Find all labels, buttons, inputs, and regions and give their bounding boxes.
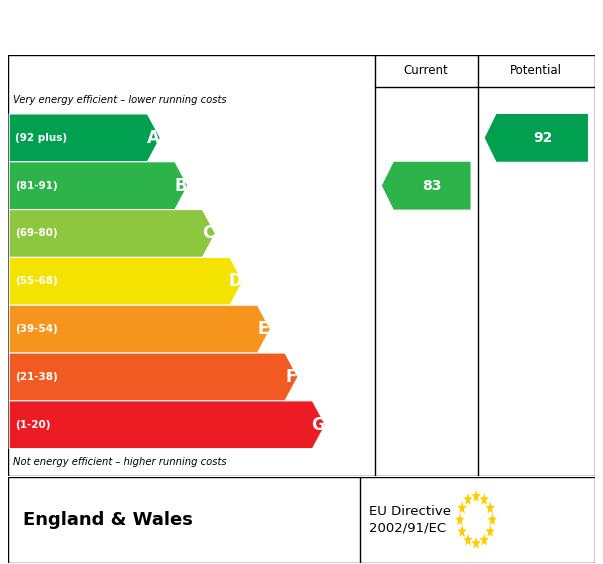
Text: Not energy efficient – higher running costs: Not energy efficient – higher running co…	[13, 457, 226, 468]
Text: Energy Efficiency Rating: Energy Efficiency Rating	[15, 15, 341, 39]
Polygon shape	[9, 353, 298, 401]
Polygon shape	[458, 501, 467, 514]
Text: Very energy efficient – lower running costs: Very energy efficient – lower running co…	[13, 95, 226, 105]
Polygon shape	[382, 162, 470, 210]
Polygon shape	[488, 513, 497, 526]
Text: Current: Current	[404, 64, 449, 77]
Text: (1-20): (1-20)	[15, 420, 51, 430]
Text: (69-80): (69-80)	[15, 228, 58, 239]
Polygon shape	[464, 493, 473, 505]
Polygon shape	[480, 493, 489, 505]
Text: England & Wales: England & Wales	[23, 511, 192, 529]
Polygon shape	[472, 490, 481, 502]
Text: (81-91): (81-91)	[15, 180, 58, 191]
Polygon shape	[458, 525, 467, 537]
Text: (55-68): (55-68)	[15, 276, 58, 287]
Text: G: G	[311, 416, 325, 434]
Polygon shape	[9, 162, 188, 210]
Polygon shape	[9, 401, 326, 448]
Polygon shape	[485, 501, 494, 514]
Polygon shape	[9, 305, 270, 353]
Text: EU Directive
2002/91/EC: EU Directive 2002/91/EC	[369, 505, 451, 535]
Polygon shape	[455, 513, 464, 526]
Polygon shape	[464, 534, 473, 546]
Text: E: E	[257, 320, 269, 338]
Polygon shape	[472, 536, 481, 549]
Text: (21-38): (21-38)	[15, 372, 58, 382]
Text: (92 plus): (92 plus)	[15, 133, 67, 143]
Text: D: D	[229, 272, 242, 290]
Text: Potential: Potential	[510, 64, 563, 77]
Text: (39-54): (39-54)	[15, 324, 58, 334]
Polygon shape	[480, 534, 489, 546]
Text: 83: 83	[422, 179, 441, 193]
Text: 92: 92	[533, 131, 552, 145]
Text: F: F	[285, 368, 297, 386]
Polygon shape	[9, 257, 243, 305]
Polygon shape	[485, 525, 494, 537]
Text: C: C	[202, 224, 215, 243]
Polygon shape	[9, 210, 215, 257]
Polygon shape	[9, 114, 160, 162]
Polygon shape	[485, 114, 588, 162]
Text: B: B	[174, 177, 187, 195]
Text: A: A	[147, 129, 160, 147]
